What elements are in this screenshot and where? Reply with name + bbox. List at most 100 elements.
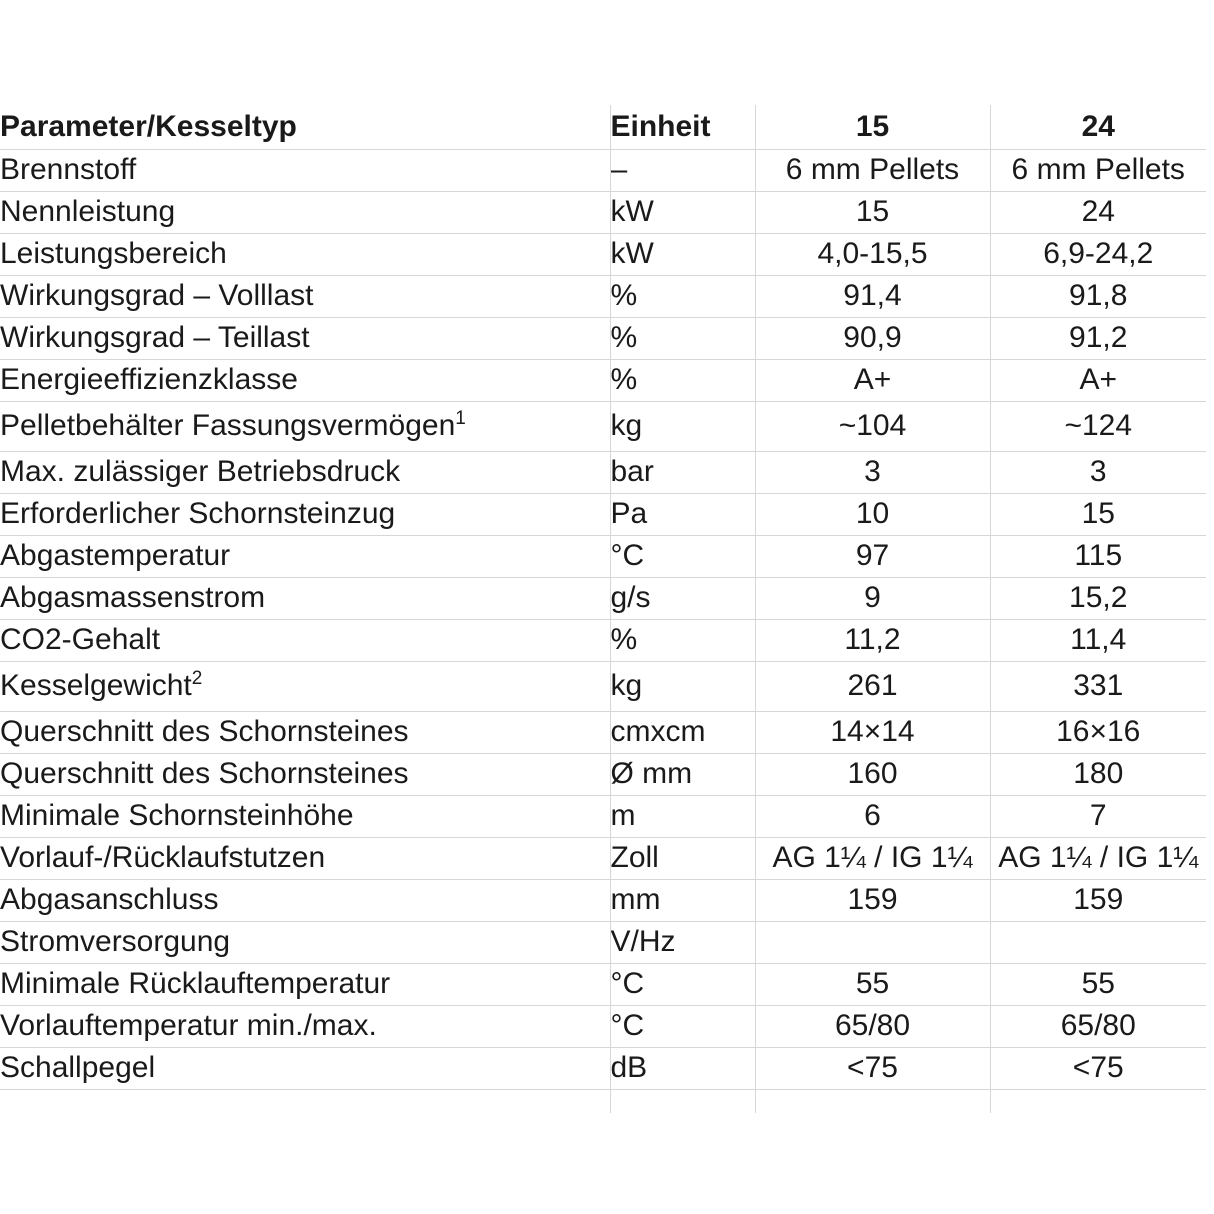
parameter-cell: Abgastemperatur — [0, 539, 231, 573]
value-15-cell — [754, 1089, 990, 1113]
column-header-parameter-kesseltyp: Parameter/Kesseltyp — [0, 110, 297, 143]
table-row: Wirkungsgrad – Teillast% 90,9 91,2 — [0, 317, 1206, 359]
parameter-cell: Max. zulässiger Betriebsdruck — [0, 455, 401, 489]
parameter-cell: Schallpegel — [0, 1051, 156, 1085]
value-15-cell: 9 — [754, 577, 990, 619]
unit-cell: cmxcm — [609, 711, 755, 753]
unit-cell: Ø mm — [609, 753, 755, 795]
table-row: Stromversorgung V/Hz — [0, 921, 1206, 963]
unit-cell: kg — [609, 661, 755, 711]
table-row: Pelletbehälter Fassungsvermögen1 kg ~104 ~1… — [0, 401, 1206, 451]
parameter-cell — [0, 1089, 610, 1113]
column-header-model-24: 24 — [989, 105, 1206, 149]
value-24-cell: 65/80 — [989, 1005, 1206, 1047]
boiler-spec-table: Parameter/Kesseltyp Einheit 15 24 Brenns… — [0, 105, 1206, 1113]
table-row: Erforderlicher Schornsteinzug Pa 10 15 — [0, 493, 1206, 535]
table-row: Schallpegel dB <75 <75 — [0, 1047, 1206, 1089]
unit-cell: – — [609, 149, 755, 191]
parameter-cell: Minimale Rücklauftemperatur — [0, 967, 391, 1001]
unit-cell: kg — [609, 401, 755, 451]
unit-cell: bar — [609, 451, 755, 493]
value-15-cell: 6 — [754, 795, 990, 837]
table-row: Minimale Rücklauftemperatur °C 55 55 — [0, 963, 1206, 1005]
table-row: Querschnitt des Schornsteines cmxcm 14×14 1… — [0, 711, 1206, 753]
value-24-cell — [989, 921, 1206, 963]
value-24-cell: 180 — [989, 753, 1206, 795]
value-24-cell: 7 — [989, 795, 1206, 837]
value-24-cell — [989, 1089, 1206, 1113]
parameter-cell: Abgasanschluss — [0, 883, 219, 917]
table-row: Vorlauftemperatur min./max. °C 65/80 65/80 — [0, 1005, 1206, 1047]
unit-cell: °C — [609, 1005, 755, 1047]
parameter-cell: Leistungsbereich — [0, 237, 227, 271]
value-15-cell: AG 1¼ / IG 1¼ — [754, 837, 990, 879]
unit-cell — [609, 1089, 755, 1113]
table-row: Minimale Schornsteinhöhe m 6 7 — [0, 795, 1206, 837]
value-15-cell: 14×14 — [754, 711, 990, 753]
value-15-cell: A+ — [754, 359, 990, 401]
unit-cell: kW — [609, 191, 755, 233]
footnote-marker: 1 — [455, 408, 466, 430]
parameter-cell: Querschnitt des Schornsteines — [0, 715, 409, 749]
parameter-cell: Wirkungsgrad – Teillast — [0, 321, 310, 355]
value-15-cell: 97 — [754, 535, 990, 577]
parameter-cell: Abgasmassenstrom — [0, 581, 266, 615]
header-row: Parameter/Kesseltyp Einheit 15 24 — [0, 105, 1206, 149]
unit-cell: % — [609, 275, 755, 317]
value-15-cell: 160 — [754, 753, 990, 795]
value-15-cell — [754, 921, 990, 963]
parameter-cell: Erforderlicher Schornsteinzug — [0, 497, 396, 531]
table-row: Querschnitt des Schornsteines Ø mm 160 180 — [0, 753, 1206, 795]
unit-cell: g/s — [609, 577, 755, 619]
value-24-cell: 24 — [989, 191, 1206, 233]
value-15-cell: 10 — [754, 493, 990, 535]
value-15-cell: <75 — [754, 1047, 990, 1089]
table-body: Brennstoff –6 mm Pellets 6 mm Pellets Nennl… — [0, 149, 1206, 1113]
parameter-cell: Brennstoff — [0, 153, 137, 187]
value-24-cell: 159 — [989, 879, 1206, 921]
table-row: Vorlauf-/Rücklaufstutzen Zoll AG 1¼ / IG 1… — [0, 837, 1206, 879]
value-24-cell: <75 — [989, 1047, 1206, 1089]
table-row: Nennleistung kW 15 24 — [0, 191, 1206, 233]
unit-cell: % — [609, 619, 755, 661]
value-24-cell: 3 — [989, 451, 1206, 493]
table-row: Leistungsbereich kW 4,0-15,5 6,9-24,2 — [0, 233, 1206, 275]
value-24-cell: 91,8 — [989, 275, 1206, 317]
value-15-cell: 4,0-15,5 — [754, 233, 990, 275]
unit-cell: V/Hz — [609, 921, 755, 963]
value-15-cell: 3 — [754, 451, 990, 493]
parameter-cell: CO2-Gehalt — [0, 623, 161, 657]
value-15-cell: 90,9 — [754, 317, 990, 359]
value-24-cell: 55 — [989, 963, 1206, 1005]
table-row: Energieeffizienzklasse% A+ A+ — [0, 359, 1206, 401]
value-24-cell: AG 1¼ / IG 1¼ — [989, 837, 1206, 879]
table-header: Parameter/Kesseltyp Einheit 15 24 — [0, 105, 1206, 149]
value-24-cell: 6 mm Pellets — [989, 149, 1206, 191]
value-24-cell: 15 — [989, 493, 1206, 535]
parameter-cell: Wirkungsgrad – Volllast — [0, 279, 314, 313]
table-row: CO2-Gehalt% 11,2 11,4 — [0, 619, 1206, 661]
parameter-cell: Minimale Schornsteinhöhe — [0, 799, 354, 833]
value-24-cell: A+ — [989, 359, 1206, 401]
table-row: Brennstoff –6 mm Pellets 6 mm Pellets — [0, 149, 1206, 191]
value-24-cell: 11,4 — [989, 619, 1206, 661]
value-15-cell: 159 — [754, 879, 990, 921]
value-24-cell: 91,2 — [989, 317, 1206, 359]
parameter-cell: Energieeffizienzklasse — [0, 363, 298, 397]
table-row: Kesselgewicht2 kg 261 331 — [0, 661, 1206, 711]
table-row: Max. zulässiger Betriebsdruck bar 3 3 — [0, 451, 1206, 493]
value-24-cell: ~124 — [989, 401, 1206, 451]
value-15-cell: 55 — [754, 963, 990, 1005]
unit-cell: °C — [609, 535, 755, 577]
value-15-cell: 15 — [754, 191, 990, 233]
table-row: Abgasmassenstrom g/s 9 15,2 — [0, 577, 1206, 619]
parameter-cell: Nennleistung — [0, 195, 176, 229]
table-row: Abgastemperatur °C 97 115 — [0, 535, 1206, 577]
unit-cell: % — [609, 359, 755, 401]
unit-cell: Pa — [609, 493, 755, 535]
value-15-cell: 65/80 — [754, 1005, 990, 1047]
value-24-cell: 115 — [989, 535, 1206, 577]
value-24-cell: 15,2 — [989, 577, 1206, 619]
value-15-cell: 91,4 — [754, 275, 990, 317]
value-15-cell: 261 — [754, 661, 990, 711]
